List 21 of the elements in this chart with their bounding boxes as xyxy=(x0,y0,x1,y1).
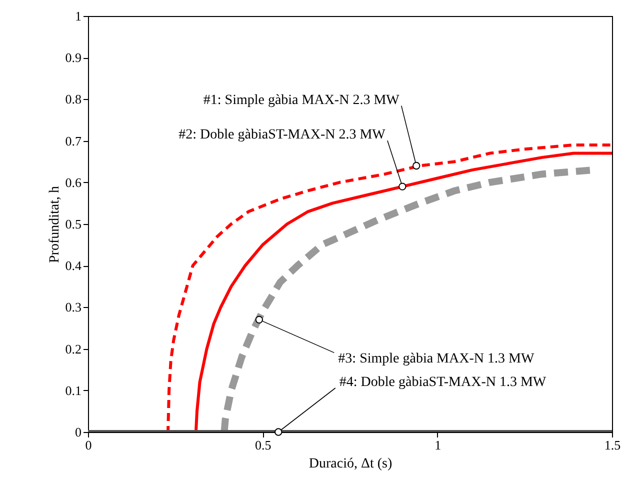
y-tick-label: 0.7 xyxy=(65,133,82,148)
annotation: #1: Simple gàbia MAX-N 2.3 MW xyxy=(203,92,400,108)
y-axis-title: Profunditat, h xyxy=(47,186,62,263)
x-tick-label: 1 xyxy=(434,438,442,452)
annotation: #4: Doble gàbiaST-MAX-N 1.3 MW xyxy=(339,375,547,390)
y-tick-label: 0.9 xyxy=(65,50,82,66)
y-tick-label: 0.1 xyxy=(65,382,82,398)
x-tick-label: 0 xyxy=(85,438,92,452)
y-tick-label: 0 xyxy=(75,424,82,440)
annotation: #3: Simple gàbia MAX-N 1.3 MW xyxy=(338,352,535,367)
y-tick-label: 0.4 xyxy=(65,258,82,274)
y-tick-label: 0.5 xyxy=(65,216,82,232)
y-tick-label: 0.3 xyxy=(65,300,82,315)
y-tick-label: 0.8 xyxy=(65,92,82,107)
y-tick-label: 0.6 xyxy=(65,174,82,190)
x-tick-label: 1.5 xyxy=(604,438,621,452)
y-tick-label: 0.2 xyxy=(65,341,82,356)
x-tick-label: 0.5 xyxy=(255,438,272,452)
y-tick-label: 1 xyxy=(75,8,82,24)
x-axis-title: Duració, Δt (s) xyxy=(308,456,392,472)
annotation: #2: Doble gàbiaST-MAX-N 2.3 MW xyxy=(178,128,386,143)
